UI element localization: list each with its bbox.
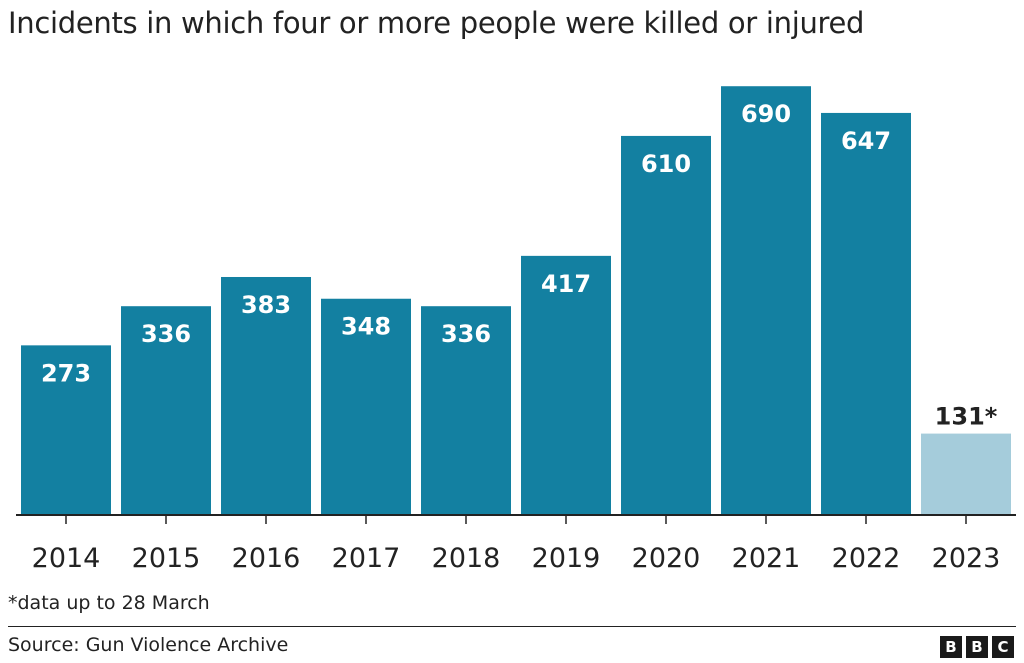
data-label: 383: [241, 291, 291, 319]
footnote: *data up to 28 March: [8, 592, 210, 614]
bar: [321, 298, 411, 515]
bar: [21, 345, 111, 515]
logo-letter: B: [940, 636, 962, 658]
data-label: 690: [741, 100, 791, 128]
x-tick-label: 2015: [132, 543, 201, 574]
x-tick-label: 2021: [732, 543, 801, 574]
logo-letter: C: [992, 636, 1014, 658]
data-label: 336: [441, 320, 491, 348]
data-label: 273: [41, 359, 91, 387]
data-label: 610: [641, 150, 691, 178]
x-tick-label: 2022: [832, 543, 901, 574]
bar: [521, 255, 611, 515]
chart-title: Incidents in which four or more people w…: [8, 6, 865, 40]
bar: [421, 306, 511, 515]
data-label: 647: [841, 127, 891, 155]
logo-letter: B: [966, 636, 988, 658]
bar: [621, 135, 711, 515]
divider: [8, 626, 1016, 627]
x-tick-label: 2018: [432, 543, 501, 574]
bar: [821, 112, 911, 515]
bar: [221, 276, 311, 515]
bar: [121, 306, 211, 515]
data-label: 336: [141, 320, 191, 348]
bar-chart: 273 2014 336 2015 383 2016 348 2017 336 2018 417 20…: [16, 86, 1016, 574]
bar: [721, 86, 811, 515]
source-note: Source: Gun Violence Archive: [8, 634, 289, 656]
data-label: 417: [541, 270, 591, 298]
x-tick-label: 2020: [632, 543, 701, 574]
x-tick-label: 2017: [332, 543, 401, 574]
data-label: 131*: [935, 403, 998, 431]
data-label: 348: [341, 313, 391, 341]
x-tick-label: 2014: [32, 543, 101, 574]
x-tick-label: 2016: [232, 543, 301, 574]
x-tick-label: 2019: [532, 543, 601, 574]
bbc-logo: B B C: [940, 636, 1014, 658]
x-tick-label: 2023: [932, 543, 1001, 574]
bar: [921, 433, 1011, 515]
